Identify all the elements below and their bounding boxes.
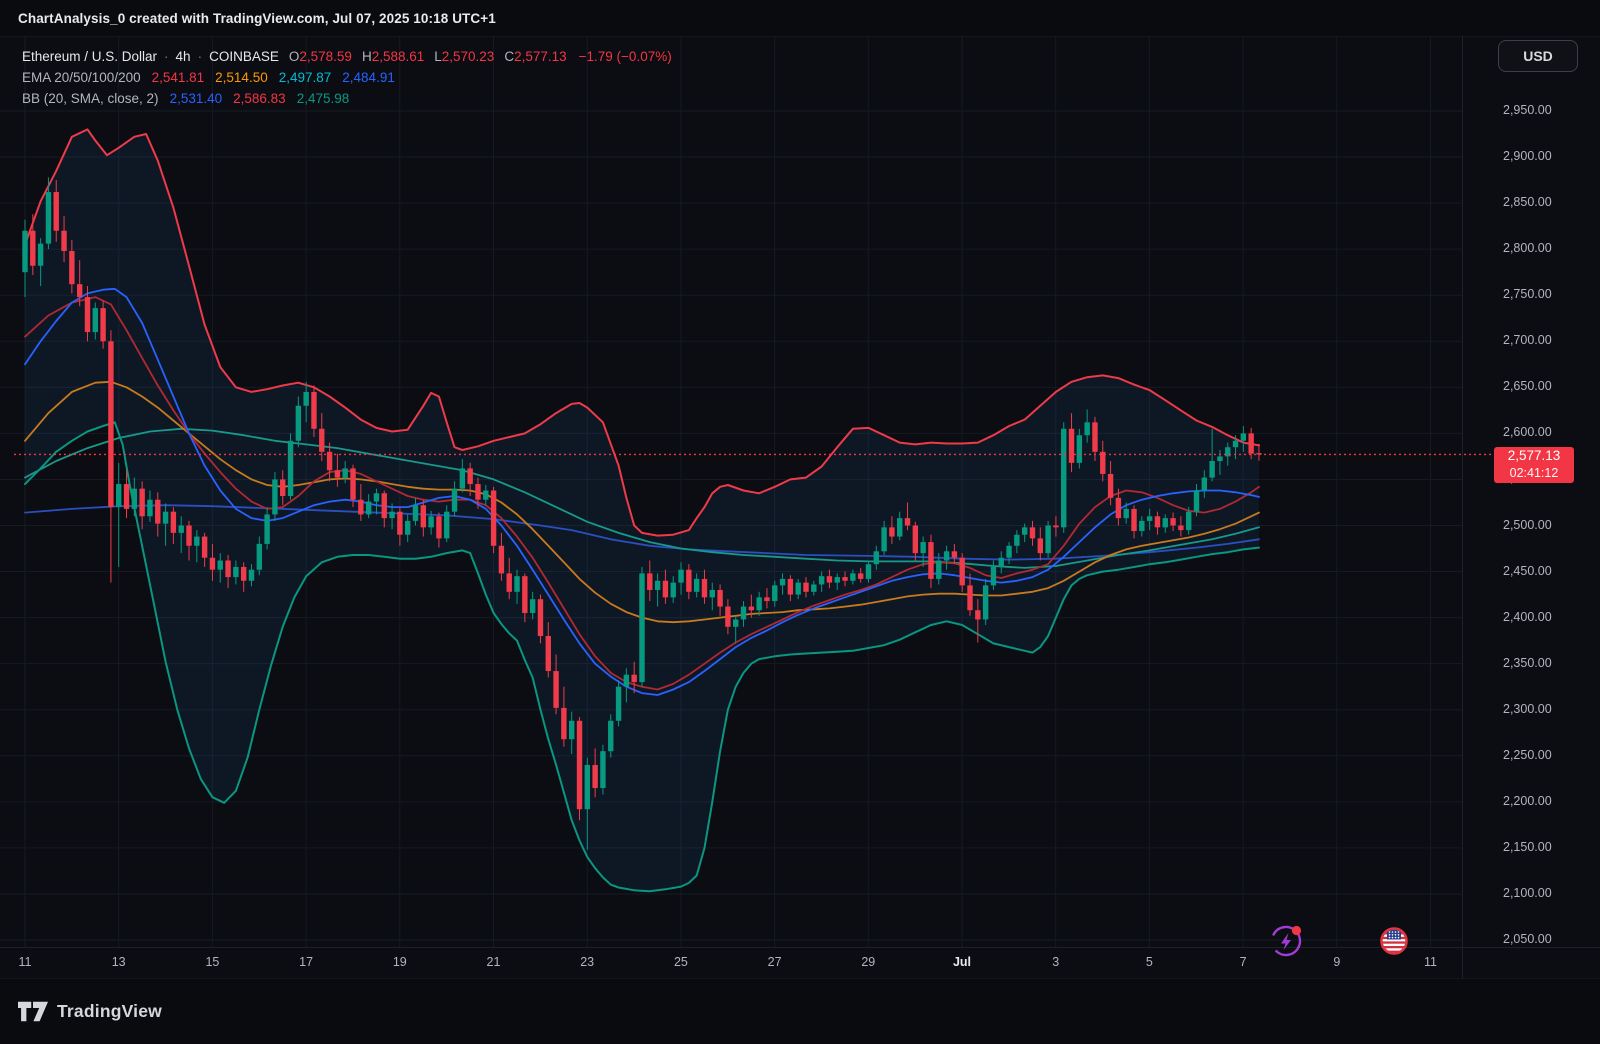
current-price-value: 2,577.13 [1507,448,1561,464]
tradingview-logo[interactable]: TradingView [18,1001,162,1022]
time-tick-label: 15 [205,955,220,969]
time-tick-label: 19 [392,955,407,969]
time-tick-label: 29 [861,955,876,969]
time-axis[interactable]: 11 13 15 17 19 21 23 25 27 29 Jul 3 5 7 9 11 [0,947,1600,978]
time-axis-border [0,947,1600,948]
ema-label: EMA 20/50/100/200 [22,70,141,85]
bb-upper-value: 2,586.83 [233,91,286,106]
time-tick-label: 21 [486,955,501,969]
tradingview-brand-text: TradingView [57,1001,162,1021]
low-value: 2,570.23 [441,49,495,64]
open-key: O [288,49,300,64]
ema-legend-row[interactable]: EMA 20/50/100/200 2,541.81 2,514.50 2,49… [22,67,672,88]
symbol-legend-row[interactable]: Ethereum / U.S. Dollar · 4h · COINBASE O… [22,46,672,67]
high-value: 2,588.61 [371,49,425,64]
time-tick-label: 11 [1424,955,1437,969]
time-tick-label: Jul [952,955,972,969]
ema50-value: 2,514.50 [215,70,268,85]
time-tick-label: 27 [767,955,782,969]
bb-label: BB (20, SMA, close, 2) [22,91,159,106]
bb-lower-value: 2,475.98 [296,91,350,106]
time-tick-label: 5 [1145,955,1153,969]
low-key: L [434,49,442,64]
interval-label: 4h [175,49,191,64]
ema20-value: 2,541.81 [151,70,205,85]
time-tick-label: 13 [111,955,126,969]
legend-separator: · [197,49,203,64]
lightning-event-marker[interactable] [1268,923,1304,959]
open-value: 2,578.59 [299,49,352,64]
lightning-icon [1270,925,1302,957]
tradingview-mark-icon [18,1001,48,1022]
currency-toggle-button[interactable]: USD [1498,40,1578,72]
window-title-bar: ChartAnalysis_0 created with TradingView… [0,0,1600,37]
time-tick-label: 25 [673,955,688,969]
time-tick-label: 7 [1239,955,1247,969]
time-tick-label: 9 [1333,955,1341,969]
time-tick-label: 3 [1052,955,1060,969]
time-tick-label: 17 [299,955,314,969]
high-key: H [361,49,372,64]
price-chart-canvas[interactable] [0,36,1600,947]
exchange-label: COINBASE [209,49,279,64]
window-title: ChartAnalysis_0 created with TradingView… [18,10,496,26]
ema100-value: 2,497.87 [278,70,332,85]
us-flag-icon [1380,927,1408,955]
symbol-name: Ethereum / U.S. Dollar [22,49,158,64]
bar-countdown: 02:41:12 [1509,466,1559,481]
time-tick-label: 23 [580,955,595,969]
legend-separator: · [164,49,169,64]
change-value: −1.79 (−0.07%) [578,49,672,64]
current-price-badge: 2,577.13 02:41:12 [1494,447,1574,484]
time-tick-label: 11 [18,955,32,969]
ema200-value: 2,484.91 [342,70,395,85]
close-key: C [504,49,515,64]
us-flag-event-marker[interactable] [1377,924,1413,960]
bb-basis-value: 2,531.40 [169,91,223,106]
indicator-legend: Ethereum / U.S. Dollar · 4h · COINBASE O… [22,46,672,109]
bb-legend-row[interactable]: BB (20, SMA, close, 2) 2,531.40 2,586.83… [22,88,672,109]
close-value: 2,577.13 [514,49,567,64]
footer-bar: TradingView [0,978,1600,1044]
price-axis-border [1462,36,1463,978]
